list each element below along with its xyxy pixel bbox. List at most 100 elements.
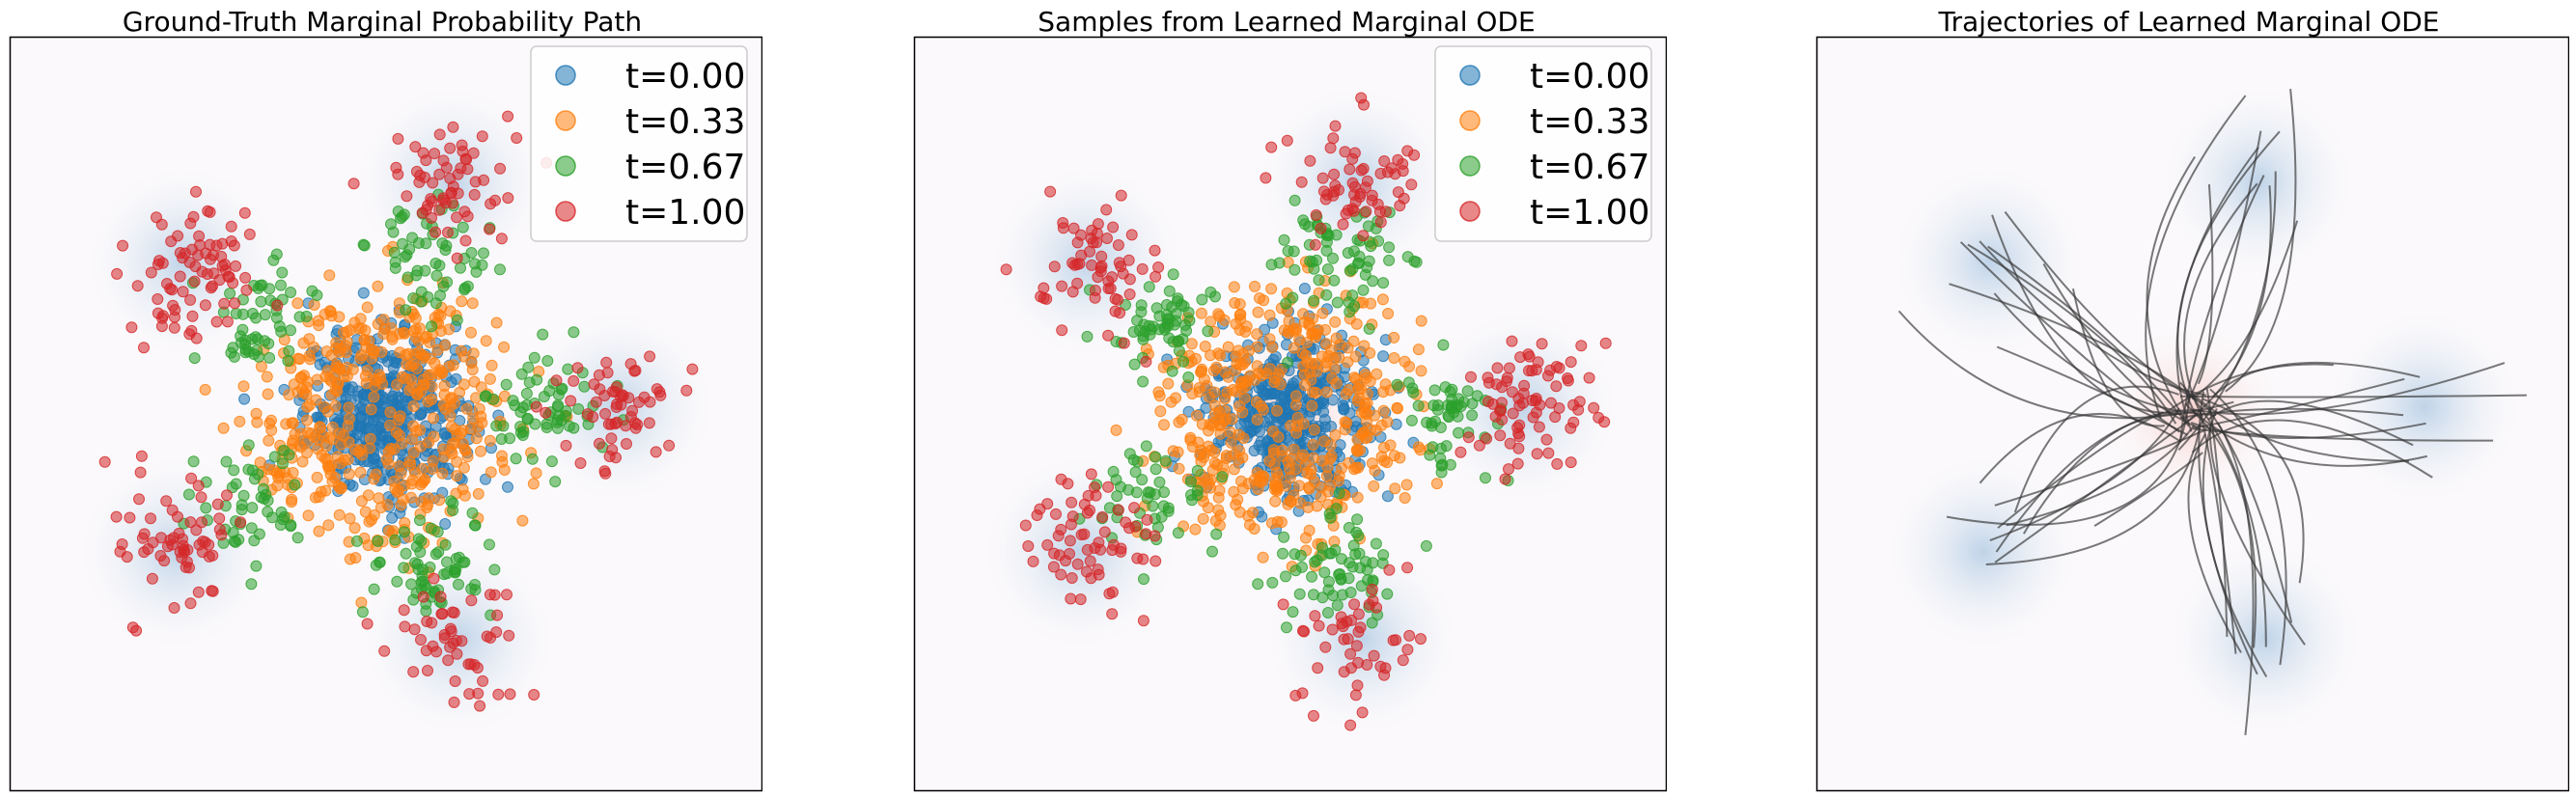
data-point (357, 287, 370, 299)
data-point (427, 177, 439, 189)
data-point (1137, 615, 1150, 627)
data-point (134, 466, 147, 479)
data-point (407, 447, 420, 458)
data-point (1095, 250, 1108, 262)
data-point (196, 516, 208, 529)
data-point (1343, 456, 1355, 469)
data-point (344, 553, 356, 565)
data-point (136, 532, 149, 544)
data-point (464, 423, 477, 435)
data-point (1276, 444, 1288, 456)
data-point (1228, 463, 1240, 476)
data-point (1263, 333, 1276, 345)
data-point (1330, 332, 1343, 344)
data-point (429, 357, 441, 370)
data-point (1462, 431, 1475, 444)
data-point (1331, 296, 1343, 309)
data-point (1553, 402, 1565, 414)
data-point (414, 546, 427, 559)
data-point (1401, 145, 1414, 157)
data-point (200, 502, 212, 514)
data-point (138, 546, 151, 559)
data-point (1337, 620, 1349, 633)
data-point (1222, 341, 1234, 353)
data-point (346, 363, 359, 375)
chart-ground-truth: Ground-Truth Marginal Probability Path t… (9, 6, 762, 792)
data-point (1239, 356, 1252, 368)
data-point (263, 434, 275, 447)
legend-label: t=0.33 (625, 102, 745, 142)
data-point (1302, 481, 1315, 494)
data-point (1107, 221, 1120, 234)
data-point (302, 509, 315, 522)
data-point (1041, 538, 1054, 551)
data-point (621, 438, 632, 450)
data-point (587, 411, 599, 424)
data-point (527, 478, 540, 490)
data-point (1048, 261, 1061, 273)
data-point (325, 349, 338, 362)
legend-marker (1459, 65, 1481, 86)
data-point (1532, 356, 1544, 369)
data-point (1233, 453, 1244, 466)
data-point (1216, 471, 1229, 483)
data-point (503, 629, 515, 642)
data-point (1120, 516, 1132, 529)
data-point (397, 237, 408, 250)
data-point (200, 247, 212, 260)
data-point (352, 446, 365, 458)
trajectory-line (2042, 263, 2199, 428)
data-point (1251, 413, 1263, 426)
data-point (358, 334, 371, 346)
data-point (1136, 474, 1149, 486)
data-point (429, 226, 442, 238)
data-point (397, 371, 408, 383)
data-point (574, 457, 587, 469)
data-point (1454, 446, 1467, 458)
data-point (438, 379, 451, 392)
data-point (1267, 426, 1280, 438)
data-point (1573, 396, 1586, 408)
data-point (211, 498, 224, 510)
data-point (322, 519, 335, 532)
data-point (1066, 572, 1078, 584)
data-point (572, 402, 585, 415)
data-point (553, 410, 566, 422)
data-point (207, 280, 218, 292)
data-point (252, 282, 264, 294)
data-point (1480, 472, 1491, 484)
data-point (179, 247, 191, 260)
data-point (1348, 180, 1361, 193)
data-point (1050, 508, 1062, 520)
data-point (1137, 375, 1150, 388)
data-point (1348, 598, 1361, 611)
data-point (436, 467, 449, 480)
data-point (1149, 244, 1161, 257)
data-point (1374, 167, 1387, 179)
data-point (1377, 404, 1390, 417)
data-point (1109, 292, 1122, 305)
trajectory-line (2145, 95, 2247, 420)
data-point (387, 394, 400, 406)
data-point (441, 276, 454, 289)
data-point (1337, 218, 1349, 231)
data-point (442, 654, 455, 667)
data-point (1375, 419, 1388, 431)
trajectory-line (2183, 182, 2258, 418)
data-point (152, 293, 164, 305)
trajectory-line (2071, 288, 2165, 427)
legend-marker (1459, 201, 1481, 222)
data-point (280, 418, 292, 430)
data-point (1153, 310, 1166, 322)
series-t=0.33 (199, 240, 573, 609)
data-point (1066, 496, 1078, 508)
legend-label: t=0.67 (625, 148, 745, 187)
data-point (529, 418, 541, 430)
data-point (422, 396, 434, 408)
data-point (1166, 365, 1178, 377)
data-point (1297, 418, 1310, 430)
trajectory-line (1996, 345, 2189, 436)
data-point (1473, 439, 1485, 452)
data-point (1435, 442, 1447, 454)
data-point (373, 492, 385, 505)
